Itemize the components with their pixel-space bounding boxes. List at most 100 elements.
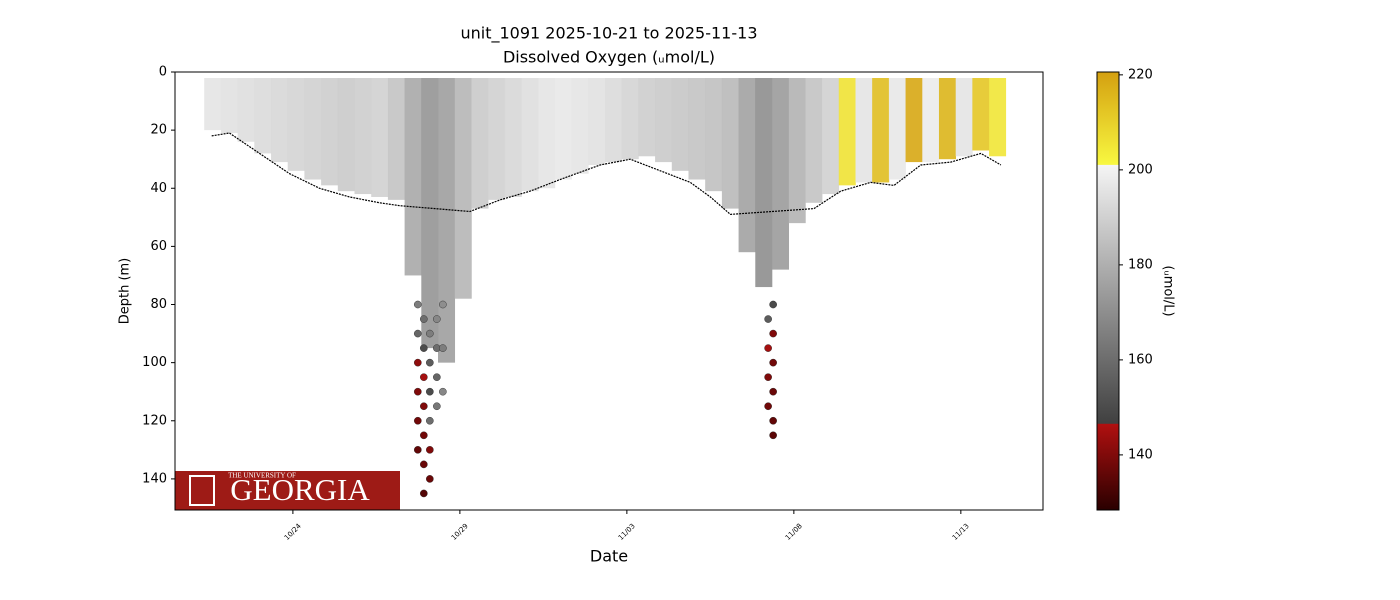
cast-column bbox=[838, 78, 856, 186]
data-point bbox=[413, 358, 422, 367]
data-point bbox=[433, 315, 441, 323]
cast-column bbox=[822, 78, 840, 195]
cast-column bbox=[271, 78, 289, 163]
colorbar-tick-label: 160 bbox=[1128, 352, 1153, 367]
cast-column bbox=[321, 78, 339, 186]
cast-column bbox=[905, 78, 923, 163]
cast-column bbox=[788, 78, 806, 224]
cast-column bbox=[220, 78, 238, 134]
data-point bbox=[420, 344, 428, 352]
data-point bbox=[420, 315, 428, 323]
data-point bbox=[769, 431, 777, 440]
data-point bbox=[439, 344, 447, 352]
cast-column bbox=[554, 78, 572, 180]
data-point bbox=[769, 358, 777, 367]
data-point bbox=[426, 387, 434, 396]
cast-column bbox=[655, 78, 673, 163]
cast-column bbox=[504, 78, 522, 197]
data-point bbox=[769, 300, 777, 309]
colorbar-tick-label: 220 bbox=[1128, 67, 1153, 82]
x-tick-label: 10/24 bbox=[283, 522, 303, 542]
data-point bbox=[426, 446, 434, 454]
data-point bbox=[426, 329, 434, 338]
y-tick-label: 60 bbox=[150, 239, 167, 254]
cast-column bbox=[337, 78, 355, 192]
cast-column bbox=[872, 78, 890, 183]
cast-column bbox=[688, 78, 706, 180]
cast-column bbox=[204, 78, 222, 131]
y-tick-label: 120 bbox=[142, 413, 167, 428]
cast-column bbox=[989, 78, 1007, 157]
cast-column bbox=[888, 78, 906, 180]
cast-column bbox=[354, 78, 372, 195]
y-tick-label: 0 bbox=[159, 65, 167, 80]
data-point bbox=[439, 387, 447, 396]
cast-column bbox=[371, 78, 389, 197]
cast-column bbox=[471, 78, 489, 209]
y-tick-label: 80 bbox=[150, 297, 167, 312]
data-point bbox=[764, 402, 772, 411]
data-point bbox=[439, 300, 447, 309]
cast-column bbox=[638, 78, 656, 157]
logo-line1: THE UNIVERSITY OF bbox=[228, 472, 296, 480]
data-point bbox=[413, 446, 422, 454]
chart-title: unit_1091 2025-10-21 to 2025-11-13 bbox=[460, 24, 757, 44]
cast-column bbox=[571, 78, 589, 174]
data-point bbox=[426, 358, 434, 367]
data-point bbox=[426, 475, 434, 483]
data-point bbox=[426, 416, 434, 425]
x-tick-label: 11/03 bbox=[617, 522, 637, 542]
cast-column bbox=[955, 78, 973, 157]
cast-column bbox=[521, 78, 539, 192]
data-point bbox=[769, 387, 777, 396]
cast-column bbox=[805, 78, 823, 203]
cast-column bbox=[254, 78, 272, 154]
cast-column bbox=[738, 78, 756, 253]
y-tick-label: 40 bbox=[150, 181, 167, 196]
cast-column bbox=[454, 78, 472, 299]
cast-column bbox=[538, 78, 556, 189]
chart-subtitle: Dissolved Oxygen (ᵤmol/L) bbox=[503, 48, 715, 67]
logo-arch bbox=[189, 475, 215, 506]
x-tick-label: 11/08 bbox=[784, 522, 804, 542]
cast-column bbox=[771, 78, 790, 270]
cast-column bbox=[755, 78, 773, 288]
colorbar-tick-label: 140 bbox=[1128, 447, 1153, 462]
cast-column bbox=[972, 78, 990, 151]
data-point bbox=[413, 300, 422, 309]
data-point bbox=[769, 329, 777, 338]
data-point bbox=[420, 431, 428, 440]
y-tick-label: 140 bbox=[142, 471, 167, 486]
cast-column bbox=[387, 78, 405, 200]
plot-area bbox=[175, 72, 1043, 510]
cast-column bbox=[421, 78, 439, 349]
x-tick-label: 11/13 bbox=[951, 522, 971, 542]
data-point bbox=[420, 460, 428, 469]
cast-column bbox=[621, 78, 639, 160]
cast-column bbox=[604, 78, 623, 163]
data-point bbox=[420, 402, 428, 411]
cast-column bbox=[287, 78, 305, 171]
data-point bbox=[764, 315, 772, 323]
cast-column bbox=[404, 78, 422, 276]
cast-column bbox=[671, 78, 689, 171]
cast-column bbox=[721, 78, 739, 209]
colorbar-tick-label: 180 bbox=[1128, 257, 1153, 272]
cast-column bbox=[922, 78, 940, 163]
data-point bbox=[433, 402, 441, 411]
data-point bbox=[764, 344, 772, 352]
cast-column bbox=[588, 78, 606, 166]
y-axis-label: Depth (m) bbox=[118, 258, 133, 325]
cast-column bbox=[488, 78, 506, 200]
data-point bbox=[420, 489, 428, 498]
colorbar-label: (ᵤmol/L) bbox=[1161, 265, 1176, 316]
data-point bbox=[764, 373, 772, 381]
cast-column bbox=[855, 78, 873, 183]
data-point bbox=[413, 416, 422, 425]
data-point bbox=[413, 387, 422, 396]
colorbar-tick-label: 200 bbox=[1128, 162, 1153, 177]
cast-column bbox=[304, 78, 322, 180]
cast-column bbox=[237, 78, 255, 142]
plot-frame bbox=[174, 71, 1044, 511]
